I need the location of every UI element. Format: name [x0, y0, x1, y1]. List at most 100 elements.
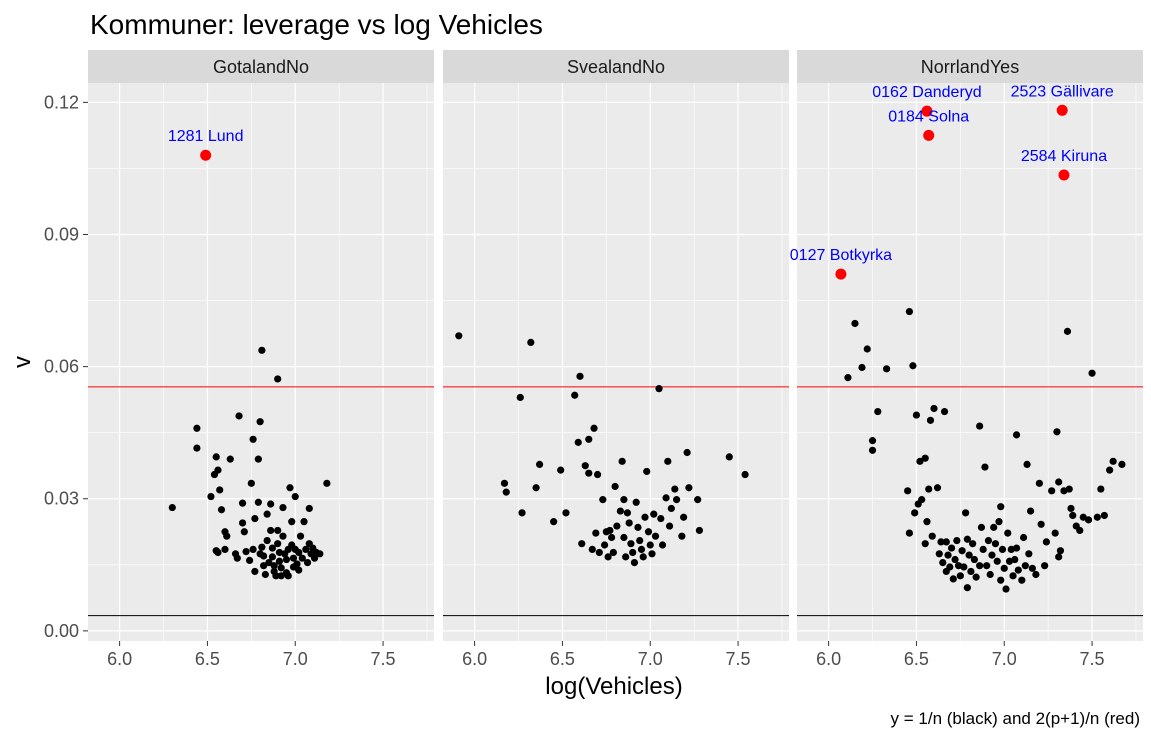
point-label: 1281 Lund [168, 128, 244, 145]
point-label: 2584 Kiruna [1021, 148, 1107, 165]
data-point [983, 562, 991, 570]
data-point [863, 345, 871, 353]
data-point [263, 536, 271, 545]
x-tick-label: 6.5 [195, 649, 220, 669]
data-point [926, 416, 935, 424]
y-tick-label: 0.03 [44, 489, 79, 509]
data-point [1065, 485, 1073, 493]
data-point [680, 513, 688, 521]
data-point [991, 540, 1000, 548]
data-point [1032, 570, 1040, 579]
data-point [979, 545, 987, 553]
x-tick-label: 6.0 [816, 649, 841, 669]
data-point [268, 553, 277, 561]
data-point [226, 455, 234, 463]
data-point [637, 545, 646, 553]
data-point [302, 545, 310, 553]
data-point [193, 424, 201, 432]
data-point [741, 470, 749, 479]
y-tick-label: 0.06 [44, 357, 79, 377]
data-point [502, 488, 510, 496]
data-point [646, 541, 654, 549]
data-point [969, 540, 977, 548]
data-point [620, 496, 628, 504]
data-point [993, 557, 1001, 565]
data-point [930, 404, 938, 413]
data-point [960, 563, 968, 571]
data-point [916, 457, 924, 465]
data-point [270, 562, 278, 570]
highlight-point [200, 149, 212, 161]
data-point [629, 548, 637, 557]
chart-caption: y = 1/n (black) and 2(p+1)/n (red) [891, 709, 1140, 728]
y-tick-label: 0.00 [44, 621, 79, 641]
data-point [274, 375, 282, 383]
data-point [291, 492, 299, 501]
data-point [1048, 487, 1056, 495]
x-tick-label: 6.0 [107, 649, 132, 669]
data-point [944, 551, 952, 559]
data-point [942, 538, 950, 546]
x-tick-label: 7.5 [1080, 649, 1105, 669]
data-point [921, 454, 929, 462]
data-point [953, 536, 961, 545]
x-tick-label: 7.0 [992, 649, 1017, 669]
data-point [655, 385, 663, 393]
data-point [518, 509, 526, 517]
facet-strip [443, 50, 789, 83]
data-point [532, 484, 540, 492]
data-point [216, 486, 224, 494]
data-point [606, 526, 614, 535]
data-point [242, 547, 250, 556]
data-point [1051, 529, 1059, 537]
panel-background [443, 83, 789, 641]
data-point [588, 545, 596, 553]
data-point [976, 562, 984, 570]
data-point [254, 455, 262, 463]
data-point [608, 533, 616, 542]
data-point [1025, 550, 1033, 558]
data-point [238, 499, 247, 507]
data-point [678, 532, 686, 540]
data-point [618, 457, 626, 465]
data-point [662, 494, 670, 502]
data-point [247, 479, 255, 487]
data-point [284, 572, 292, 580]
data-point [925, 485, 933, 493]
data-point [500, 479, 509, 487]
data-point [1012, 544, 1021, 552]
data-point [972, 573, 980, 581]
data-point [1012, 431, 1021, 439]
data-point [265, 559, 273, 567]
data-point [1069, 511, 1077, 520]
data-point [844, 374, 852, 382]
x-tick-label: 7.5 [371, 649, 396, 669]
data-point [258, 346, 266, 354]
data-point [256, 418, 264, 426]
data-point [527, 338, 535, 347]
data-point [882, 365, 891, 373]
data-point [595, 548, 603, 557]
data-point [657, 514, 665, 523]
data-point [933, 484, 942, 492]
data-point [267, 500, 275, 508]
data-point [940, 407, 949, 416]
data-point [609, 548, 617, 557]
data-point [286, 484, 294, 492]
data-point [611, 482, 619, 491]
data-point [921, 540, 929, 548]
data-point [323, 479, 331, 487]
x-tick-label: 7.0 [638, 649, 663, 669]
data-point [235, 412, 243, 420]
data-point [1035, 479, 1043, 487]
data-point [632, 498, 640, 506]
data-point [1076, 526, 1084, 535]
data-point [1056, 547, 1065, 555]
data-point [1011, 555, 1019, 564]
data-point [289, 554, 298, 562]
data-point [1055, 478, 1063, 486]
data-point [277, 564, 285, 572]
data-point [981, 463, 989, 471]
data-point [976, 422, 984, 430]
data-point [644, 528, 653, 536]
